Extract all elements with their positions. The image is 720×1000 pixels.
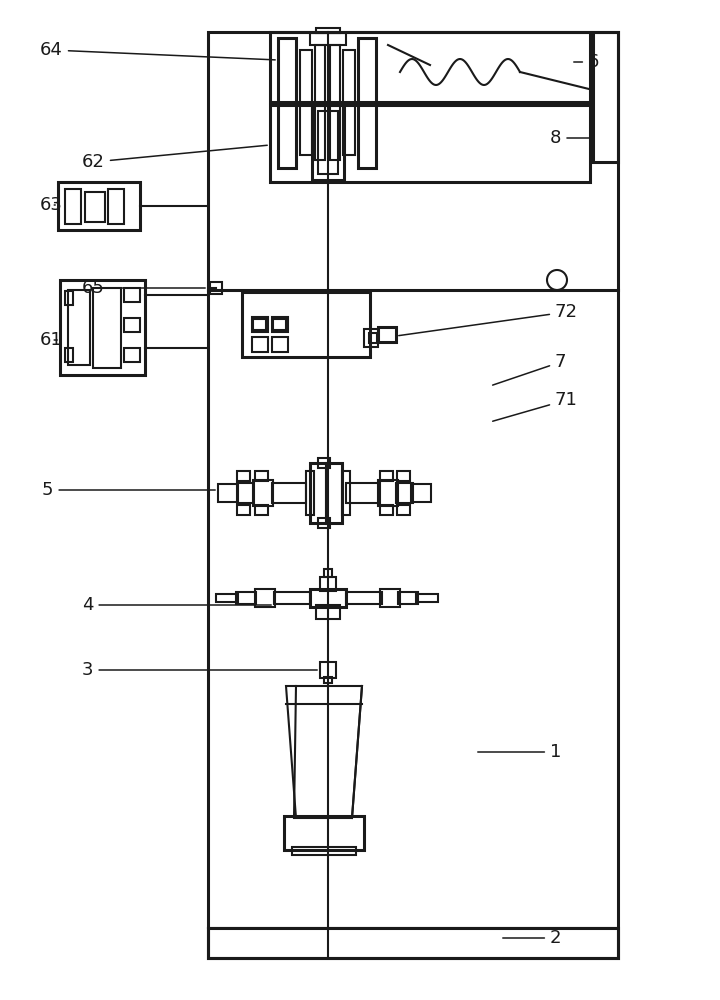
Text: 65: 65 — [82, 279, 205, 297]
Bar — [255, 505, 268, 515]
Bar — [278, 38, 296, 168]
Text: 6: 6 — [574, 53, 599, 71]
Bar — [316, 28, 340, 33]
Bar — [380, 505, 393, 515]
Bar — [369, 333, 377, 343]
Bar — [330, 45, 340, 160]
Bar — [316, 605, 340, 619]
Bar — [272, 317, 288, 332]
Bar — [326, 463, 342, 523]
Bar — [124, 348, 140, 362]
Bar — [380, 589, 400, 607]
Bar — [237, 471, 250, 481]
Text: 1: 1 — [478, 743, 562, 761]
Text: 3: 3 — [82, 661, 318, 679]
Bar — [292, 847, 356, 855]
Bar — [210, 282, 222, 294]
Bar — [272, 483, 306, 503]
Bar — [253, 319, 266, 330]
Bar — [320, 577, 336, 591]
Bar — [274, 592, 310, 604]
Text: 72: 72 — [399, 303, 578, 336]
Bar — [255, 471, 268, 481]
Bar — [208, 928, 618, 958]
Text: 71: 71 — [492, 391, 578, 421]
Bar — [310, 33, 346, 45]
Bar — [342, 471, 350, 515]
Bar — [242, 292, 370, 357]
Text: 8: 8 — [550, 129, 590, 147]
Bar — [312, 105, 344, 180]
Bar — [343, 50, 355, 155]
Bar — [306, 471, 314, 515]
Bar — [108, 189, 124, 224]
Bar — [237, 505, 250, 515]
Bar — [65, 189, 81, 224]
Bar — [65, 291, 73, 305]
Bar — [68, 290, 90, 365]
Bar — [310, 589, 346, 607]
Bar — [255, 589, 275, 607]
Bar — [397, 471, 410, 481]
Bar — [208, 32, 618, 958]
Bar — [273, 319, 286, 330]
Bar — [270, 32, 590, 102]
Text: 63: 63 — [40, 196, 63, 214]
Bar — [397, 505, 410, 515]
Text: 64: 64 — [40, 41, 275, 60]
Bar — [324, 677, 332, 683]
Bar — [318, 111, 338, 174]
Bar — [318, 458, 330, 468]
Bar — [60, 280, 145, 375]
Bar — [346, 592, 382, 604]
Bar — [216, 594, 238, 602]
Text: 2: 2 — [503, 929, 562, 947]
Text: 62: 62 — [82, 145, 267, 171]
Bar — [85, 192, 105, 222]
Bar — [58, 182, 140, 230]
Bar — [65, 348, 73, 362]
Bar — [593, 32, 618, 162]
Bar — [124, 288, 140, 302]
Bar — [398, 592, 418, 604]
Bar — [378, 480, 398, 506]
Bar — [270, 105, 590, 182]
Bar — [320, 662, 336, 678]
Bar — [378, 327, 396, 342]
Bar — [411, 484, 431, 502]
Bar — [253, 480, 273, 506]
Polygon shape — [286, 686, 362, 818]
Bar — [252, 337, 268, 352]
Bar — [416, 594, 438, 602]
Bar — [358, 38, 376, 168]
Text: 4: 4 — [82, 596, 271, 614]
Bar — [310, 463, 326, 523]
Bar — [93, 288, 121, 368]
Bar — [396, 483, 413, 503]
Bar — [236, 592, 256, 604]
Bar — [380, 471, 393, 481]
Text: 7: 7 — [492, 353, 567, 385]
Bar — [237, 483, 254, 503]
Bar — [364, 329, 378, 347]
Bar — [272, 337, 288, 352]
Bar — [346, 483, 380, 503]
Bar — [284, 816, 364, 850]
Bar — [300, 50, 312, 155]
Bar — [252, 317, 268, 332]
Text: 5: 5 — [42, 481, 215, 499]
Bar — [315, 45, 325, 160]
Bar — [124, 318, 140, 332]
Bar — [324, 569, 332, 577]
Bar — [218, 484, 238, 502]
Bar — [318, 518, 330, 528]
Text: 61: 61 — [40, 331, 63, 349]
